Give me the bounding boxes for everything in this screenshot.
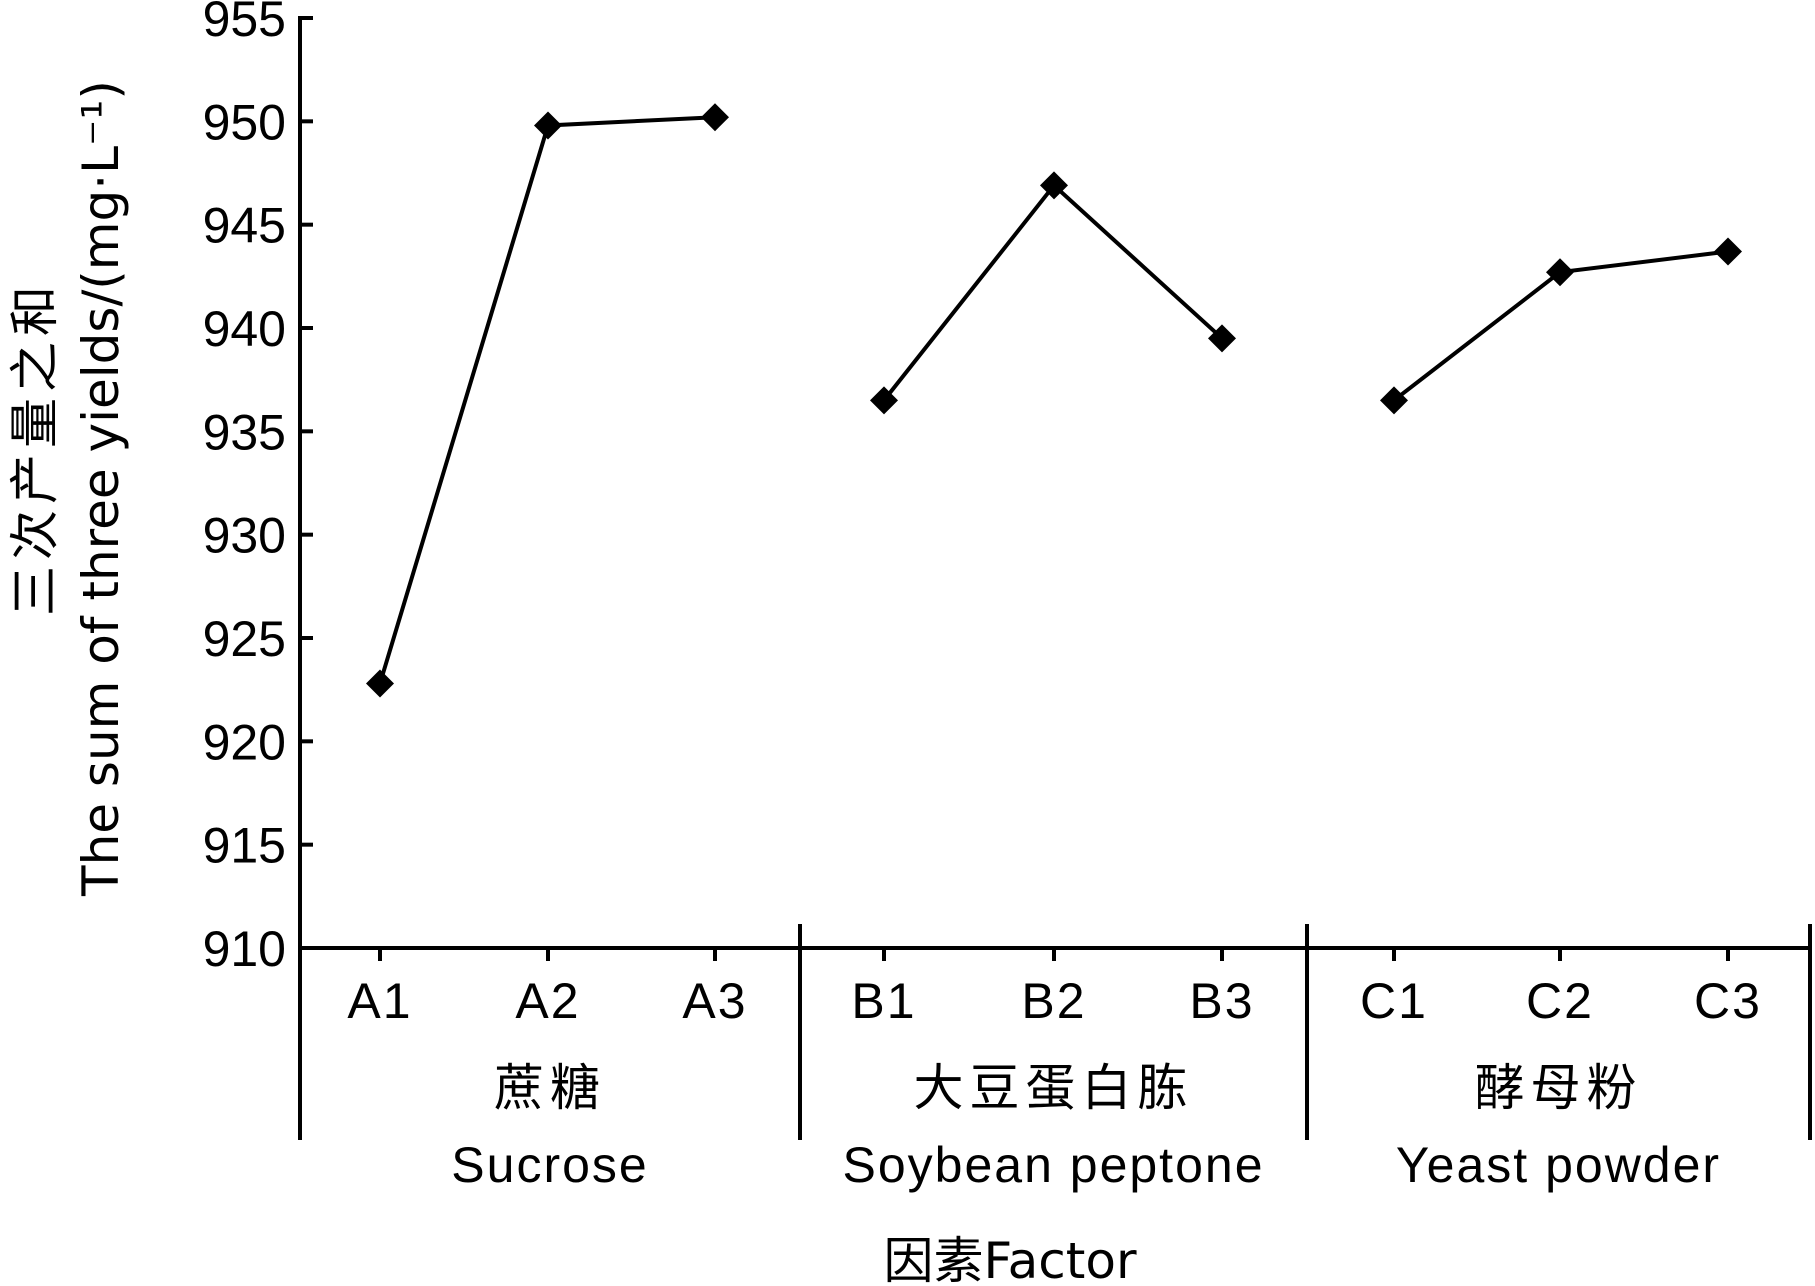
x-tick-label: B2 [1021, 973, 1086, 1029]
y-tick-label: 930 [203, 508, 286, 564]
x-axis: A1 A2 A3 B1 B2 B3 C1 C2 C3 蔗糖 Sucrose 大豆蛋白胨 Soybean … [298, 924, 1812, 1193]
data-point [701, 103, 729, 132]
group-label-en: Soybean peptone [842, 1137, 1264, 1193]
x-axis-label: 因素Factor [883, 1232, 1136, 1286]
y-tick-label: 940 [203, 301, 286, 357]
y-tick-label: 955 [203, 0, 286, 47]
y-tick-label: 935 [203, 404, 286, 460]
series-line-soybean-peptone [882, 182, 1224, 402]
data-point [1714, 237, 1742, 266]
y-tick-label: 920 [203, 714, 286, 770]
group-label-cn: 酵母粉 [1475, 1059, 1643, 1117]
data-point [1546, 258, 1574, 287]
series [366, 103, 1742, 698]
group-label-cn: 大豆蛋白胨 [914, 1059, 1194, 1117]
group-label-en: Sucrose [451, 1137, 648, 1193]
y-tick-label: 945 [203, 198, 286, 254]
x-tick-label: A2 [515, 973, 580, 1029]
data-point [1208, 324, 1236, 353]
data-point [1380, 386, 1408, 415]
y-tick-label: 915 [203, 818, 286, 874]
x-tick-label: B3 [1189, 973, 1254, 1029]
y-axis-label-cn: 三次产量之和 [6, 280, 64, 616]
group-label-en: Yeast powder [1396, 1137, 1721, 1193]
data-point [1040, 171, 1068, 200]
y-tick-label: 925 [203, 611, 286, 667]
y-axis: 910 915 920 925 930 935 940 945 950 955 [203, 0, 313, 977]
data-point [534, 111, 562, 140]
y-axis-label-en: The sum of three yields/(mg·L⁻¹) [72, 80, 130, 897]
y-tick-label: 950 [203, 94, 286, 150]
series-line-sucrose [378, 115, 716, 685]
data-point [366, 669, 394, 698]
x-tick-label: C2 [1526, 973, 1594, 1029]
x-tick-label: A1 [347, 973, 412, 1029]
x-tick-label: C3 [1694, 973, 1762, 1029]
x-tick-label: A3 [682, 973, 747, 1029]
y-tick-label: 910 [203, 921, 286, 977]
x-tick-label: C1 [1360, 973, 1428, 1029]
x-tick-label: B1 [851, 973, 916, 1029]
data-point [870, 386, 898, 415]
group-label-cn: 蔗糖 [494, 1059, 606, 1117]
